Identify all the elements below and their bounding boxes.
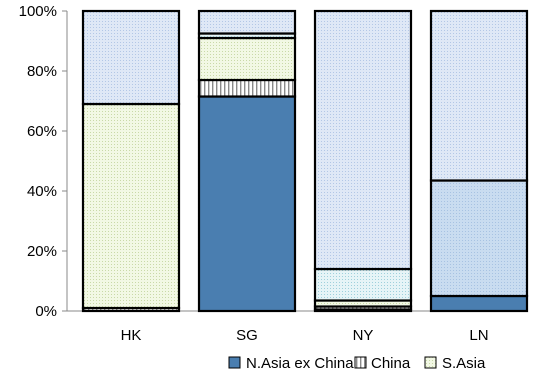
y-tick-label: 20% [27,243,57,260]
labels: 0% 20% 40% 60% 80% 100% HK SG NY LN [19,3,489,344]
legend-swatch [424,356,437,369]
legend-label: China [371,355,411,372]
bar-segment [429,179,529,298]
x-tick-label: HK [121,327,142,344]
legend-swatch [228,356,241,369]
bar-segment [313,9,413,271]
legend-swatch [354,356,367,369]
legend-label: N.Asia ex China [246,355,354,372]
y-tick-label: 80% [27,63,57,80]
bar-segment [81,9,181,106]
bar-segment [429,9,529,182]
legend: N.Asia ex China China S.Asia [228,355,486,372]
bar-segment [197,9,297,35]
bars [81,9,529,313]
bar-segment [429,294,529,313]
y-tick-label: 0% [35,303,57,320]
x-tick-label: SG [236,327,258,344]
legend-label: S.Asia [442,355,486,372]
y-tick-label: 40% [27,183,57,200]
bar-segment [197,78,297,98]
bar-segment [81,102,181,310]
y-tick-label: 100% [19,3,57,20]
x-tick-label: LN [469,327,488,344]
x-tick-label: NY [353,327,374,344]
bar-segment [313,267,413,302]
bar-segment [197,95,297,313]
y-tick-label: 60% [27,123,57,140]
bar-segment [197,36,297,82]
